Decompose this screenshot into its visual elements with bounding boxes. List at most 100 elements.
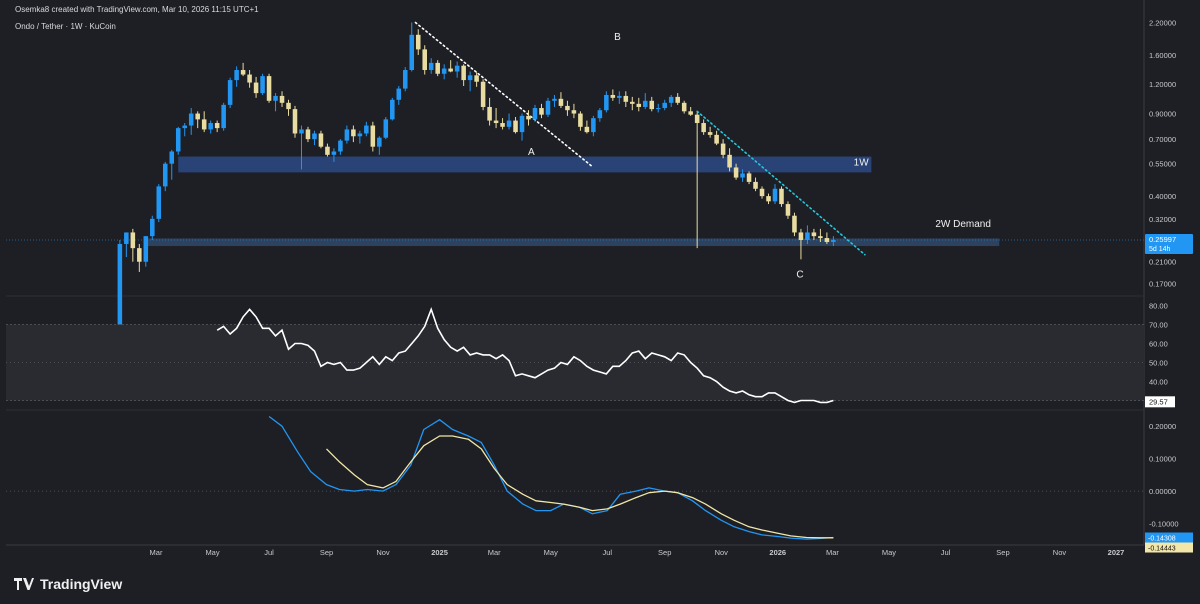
candle[interactable] — [143, 236, 149, 267]
candle[interactable] — [169, 149, 175, 180]
candle[interactable] — [519, 113, 525, 141]
candle[interactable] — [805, 225, 810, 244]
candle[interactable] — [617, 91, 622, 104]
candle[interactable] — [260, 73, 265, 95]
demand-zone[interactable] — [146, 238, 1000, 247]
candle[interactable] — [377, 136, 382, 155]
candle[interactable] — [130, 228, 136, 262]
macd-line[interactable] — [268, 415, 834, 540]
price-pane[interactable]: A B C 1W 2W Demand — [6, 21, 1144, 351]
candle[interactable] — [636, 97, 642, 112]
candle[interactable] — [299, 125, 304, 170]
candle[interactable] — [649, 96, 655, 112]
candle[interactable] — [746, 171, 752, 185]
candle[interactable] — [266, 73, 272, 103]
candle[interactable] — [182, 123, 187, 137]
candle[interactable] — [247, 70, 252, 88]
candle[interactable] — [428, 58, 434, 74]
weekly-zone[interactable] — [178, 156, 872, 173]
candle[interactable] — [733, 163, 739, 180]
candle[interactable] — [422, 45, 427, 75]
candle[interactable] — [318, 130, 324, 149]
candle[interactable] — [513, 116, 518, 134]
candle[interactable] — [409, 22, 415, 72]
candle[interactable] — [545, 97, 551, 117]
candle[interactable] — [227, 77, 233, 109]
candle[interactable] — [390, 97, 395, 121]
candle[interactable] — [701, 119, 706, 135]
candle[interactable] — [357, 130, 363, 144]
candle[interactable] — [331, 148, 337, 162]
candle[interactable] — [286, 99, 291, 116]
candle[interactable] — [824, 232, 830, 244]
candle[interactable] — [688, 106, 693, 116]
rsi-line[interactable] — [216, 306, 834, 404]
candle[interactable] — [201, 111, 207, 133]
candle[interactable] — [305, 126, 311, 143]
trendline-cyan[interactable] — [696, 110, 866, 256]
candle[interactable] — [604, 91, 609, 113]
tradingview-logo[interactable]: TradingView — [14, 575, 122, 593]
candle[interactable] — [156, 184, 162, 223]
candle[interactable] — [753, 177, 758, 192]
candle[interactable] — [798, 228, 804, 260]
chart-canvas[interactable]: A B C 1W 2W Demand 2.20000 1.60000 1.20000 0.900… — [6, 0, 1194, 604]
candle[interactable] — [461, 64, 466, 86]
candle[interactable] — [707, 126, 713, 138]
candle[interactable] — [623, 91, 629, 107]
candle[interactable] — [467, 71, 473, 92]
candle[interactable] — [779, 186, 784, 207]
candle[interactable] — [344, 125, 350, 144]
candle[interactable] — [578, 111, 583, 131]
symbol-title[interactable]: Ondo / Tether · 1W · KuCoin — [15, 22, 116, 31]
candle[interactable] — [240, 62, 246, 77]
candle[interactable] — [175, 126, 181, 155]
candle[interactable] — [506, 113, 512, 130]
candle[interactable] — [162, 161, 168, 192]
candle[interactable] — [338, 139, 343, 155]
signal-line[interactable] — [326, 435, 834, 539]
candle[interactable] — [137, 243, 142, 272]
candle[interactable] — [480, 79, 486, 111]
candle[interactable] — [642, 93, 648, 110]
candle[interactable] — [681, 100, 687, 114]
trendline-white[interactable] — [414, 21, 595, 169]
candle[interactable] — [526, 110, 531, 126]
candle[interactable] — [292, 105, 298, 138]
candle[interactable] — [720, 139, 726, 159]
candle[interactable] — [558, 92, 564, 109]
candle[interactable] — [370, 121, 376, 152]
candle[interactable] — [597, 108, 603, 122]
candle[interactable] — [195, 111, 200, 129]
candle[interactable] — [727, 148, 732, 172]
candle[interactable] — [383, 116, 389, 140]
candle[interactable] — [818, 228, 823, 242]
candle[interactable] — [325, 143, 330, 157]
candle[interactable] — [124, 232, 129, 257]
candle[interactable] — [402, 67, 408, 92]
candle[interactable] — [221, 102, 226, 131]
candle[interactable] — [675, 93, 680, 105]
candle[interactable] — [694, 112, 700, 249]
candle[interactable] — [500, 118, 505, 130]
candle[interactable] — [396, 85, 402, 105]
candle[interactable] — [766, 193, 771, 205]
candle[interactable] — [565, 100, 570, 116]
candle[interactable] — [364, 121, 369, 137]
candle[interactable] — [759, 186, 765, 199]
candle[interactable] — [772, 184, 778, 205]
candle[interactable] — [312, 130, 317, 146]
candle[interactable] — [740, 169, 745, 182]
candle[interactable] — [552, 94, 557, 107]
rsi-pane[interactable] — [6, 306, 1144, 404]
candle[interactable] — [234, 66, 239, 87]
candle[interactable] — [811, 228, 817, 240]
candle[interactable] — [714, 130, 719, 146]
candle[interactable] — [279, 91, 285, 107]
candle[interactable] — [532, 104, 538, 122]
candle[interactable] — [435, 60, 440, 77]
candle[interactable] — [487, 97, 492, 126]
candle[interactable] — [188, 108, 194, 135]
candle[interactable] — [668, 94, 674, 107]
candle[interactable] — [610, 89, 616, 101]
